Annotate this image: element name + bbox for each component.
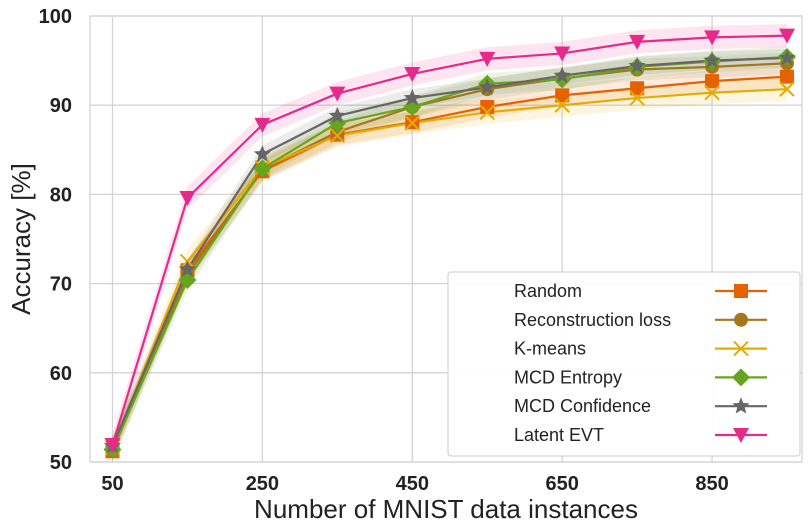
- latent-evt-point: [704, 30, 721, 46]
- x-tick-label: 850: [695, 473, 728, 495]
- k-means-point: [629, 90, 645, 106]
- x-tick-label: 450: [396, 473, 429, 495]
- reconstruction-loss-band: [112, 52, 788, 460]
- k-means-line: [111, 88, 788, 449]
- latent-evt-point: [404, 66, 421, 82]
- confidence-bands: [112, 24, 788, 462]
- latent-evt-line: [111, 34, 788, 446]
- k-means-point: [404, 115, 420, 131]
- legend-marker-reconstruction-loss: [734, 312, 748, 327]
- k-means-point: [554, 97, 570, 113]
- k-means-point: [329, 127, 346, 144]
- y-tick-label: 60: [50, 363, 72, 385]
- x-tick-label: 50: [101, 473, 123, 495]
- latent-evt-point: [554, 46, 571, 62]
- legend-label-mcd-entropy: MCD Entropy: [514, 367, 622, 387]
- random-point: [780, 69, 795, 84]
- y-tick-label: 90: [50, 95, 72, 117]
- mcd-confidence-point: [628, 56, 646, 74]
- mcd-confidence-point: [778, 48, 796, 66]
- mcd-confidence-point: [178, 260, 196, 277]
- mcd-confidence-line: [111, 56, 788, 447]
- x-axis-title: Number of MNIST data instances: [254, 494, 638, 524]
- plot-frame: [89, 15, 803, 463]
- random-band: [112, 65, 788, 462]
- y-axis-title: Accuracy [%]: [6, 163, 36, 315]
- series-markers: [103, 28, 797, 459]
- legend-label-mcd-confidence: MCD Confidence: [514, 396, 651, 416]
- legend-marker-random: [734, 284, 748, 298]
- mcd-confidence-point: [703, 51, 721, 68]
- y-tick-label: 50: [50, 452, 72, 474]
- random-point: [705, 74, 720, 89]
- y-tick-label: 100: [39, 6, 72, 28]
- k-means-point: [479, 104, 495, 121]
- random-point: [480, 99, 495, 114]
- latent-evt-point: [179, 190, 196, 206]
- latent-evt-point: [629, 34, 646, 50]
- mcd-entropy-band: [112, 46, 788, 461]
- mcd-entropy-point: [328, 114, 347, 133]
- k-means-point: [779, 81, 795, 97]
- mcd-confidence-band: [112, 49, 788, 455]
- mcd-entropy-point: [253, 159, 272, 178]
- legend-label-latent-evt: Latent EVT: [514, 425, 604, 445]
- x-tick-label: 250: [246, 473, 279, 495]
- tick-labels: 50 60 70 80 90 100 50 250 450 650 850: [39, 6, 729, 495]
- random-point: [555, 88, 570, 103]
- latent-evt-point: [329, 86, 346, 102]
- y-tick-label: 80: [50, 184, 72, 206]
- legend: Random Reconstruction loss K-means MCD Entr…: [447, 271, 801, 457]
- reconstruction-loss-line: [111, 62, 788, 450]
- legend-label-random: Random: [514, 281, 582, 301]
- latent-evt-point: [479, 51, 496, 67]
- latent-evt-point: [779, 28, 796, 44]
- series-lines: [111, 34, 788, 452]
- legend-marker-latent-evt: [733, 428, 749, 443]
- x-tick-label: 650: [545, 473, 578, 495]
- legend-marker-mcd-confidence: [732, 397, 750, 414]
- legend-box: [447, 271, 801, 457]
- mcd-confidence-point: [403, 89, 421, 106]
- legend-label-k-means: K-means: [514, 339, 586, 359]
- legend-marker-mcd-entropy: [732, 368, 750, 387]
- random-point: [630, 81, 645, 96]
- mcd-confidence-point: [553, 66, 571, 84]
- y-tick-label: 70: [50, 274, 72, 296]
- mcd-confidence-point: [328, 106, 346, 124]
- latent-evt-point: [254, 117, 271, 133]
- legend-marker-k-means: [733, 340, 749, 357]
- mcd-confidence-point: [478, 78, 496, 95]
- legend-label-reconstruction-loss: Reconstruction loss: [514, 310, 671, 330]
- latent-evt-point: [104, 438, 121, 454]
- mcd-confidence-point: [253, 145, 271, 162]
- k-means-point: [704, 85, 720, 101]
